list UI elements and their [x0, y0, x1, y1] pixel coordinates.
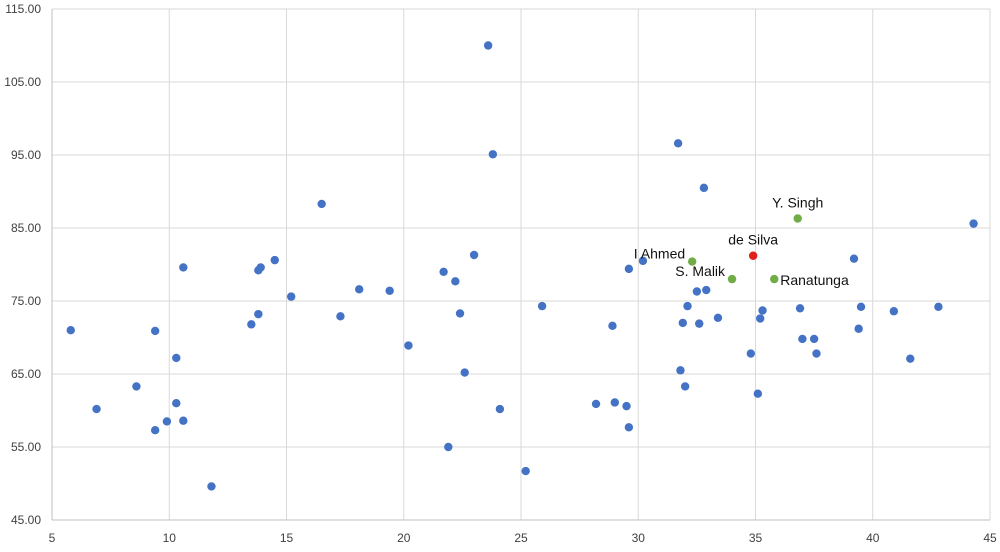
data-point [172, 399, 181, 408]
x-tick-label: 20 [397, 531, 411, 545]
y-tick-label: 75.00 [11, 294, 41, 308]
data-point [622, 401, 631, 411]
data-point [469, 250, 479, 260]
data-point [755, 314, 765, 323]
highlighted-point [793, 214, 802, 223]
x-tick-label: 30 [632, 531, 646, 545]
data-point [488, 150, 498, 159]
data-point [150, 426, 160, 435]
data-point [385, 286, 394, 295]
data-point [270, 255, 279, 265]
data-point [336, 312, 345, 321]
y-tick-label: 55.00 [11, 440, 41, 454]
data-point [638, 256, 648, 266]
data-point [676, 366, 685, 375]
data-point [591, 399, 601, 409]
y-tick-label: 115.00 [5, 2, 41, 16]
point-label: de Silva [728, 232, 778, 248]
data-point [969, 219, 978, 228]
data-point [624, 264, 634, 274]
data-point [673, 139, 683, 148]
x-tick-label: 15 [280, 531, 294, 545]
data-point [451, 277, 460, 286]
highlighted-point [770, 274, 779, 284]
data-point [678, 318, 688, 328]
data-point [132, 382, 141, 391]
x-tick-label: 25 [514, 531, 528, 545]
data-point [254, 309, 263, 319]
data-point [455, 309, 465, 318]
data-point [460, 368, 469, 377]
data-point [699, 183, 709, 193]
x-tick-label: 5 [49, 531, 56, 545]
data-point [150, 326, 160, 336]
data-point [404, 341, 413, 350]
tick-labels: 5 10 15 20 25 30 35 40 45 45.00 55.00 65.00 75.00 85.… [4, 2, 997, 545]
data-point [207, 482, 216, 491]
data-point [610, 398, 619, 407]
data-point [713, 313, 723, 322]
data-point [889, 307, 899, 316]
data-point [495, 404, 505, 414]
highlighted-point [748, 251, 758, 260]
gridlines [51, 8, 991, 521]
data-point [521, 466, 530, 476]
data-point [66, 326, 75, 335]
data-point [179, 263, 188, 272]
data-point [317, 199, 326, 209]
y-tick-label: 45.00 [11, 513, 41, 527]
y-tick-label: 65.00 [11, 367, 41, 381]
data-point [795, 304, 805, 313]
data-point [354, 285, 364, 294]
data-point [692, 287, 702, 296]
data-point [256, 263, 265, 272]
data-point [680, 382, 690, 391]
y-tick-label: 105.00 [4, 75, 41, 89]
x-tick-label: 10 [163, 531, 177, 545]
point-label: I Ahmed [634, 246, 685, 262]
highlighted-point [687, 257, 697, 266]
data-point [537, 301, 547, 311]
data-point [854, 324, 863, 333]
point-label: Y. Singh [772, 195, 823, 211]
y-tick-label: 85.00 [11, 221, 41, 235]
data-point [179, 416, 188, 425]
data-point [608, 321, 617, 331]
y-tick-label: 95.00 [11, 148, 41, 162]
data-points [66, 41, 978, 491]
data-point [812, 349, 821, 358]
data-point [624, 423, 634, 432]
x-tick-label: 45 [983, 531, 997, 545]
data-point [683, 301, 692, 311]
data-point [746, 349, 756, 358]
point-label: S. Malik [675, 263, 726, 279]
data-point [286, 292, 296, 301]
data-point [172, 353, 181, 363]
data-point [934, 302, 943, 312]
data-point [758, 306, 767, 315]
data-point [162, 417, 172, 426]
data-point [906, 354, 915, 363]
data-point [439, 267, 448, 276]
axes [51, 9, 990, 521]
data-point [92, 404, 101, 414]
data-point [856, 302, 866, 312]
data-point [483, 41, 493, 50]
x-tick-label: 35 [749, 531, 763, 545]
data-point [798, 334, 807, 344]
x-tick-label: 40 [866, 531, 880, 545]
data-point [753, 389, 763, 398]
data-point [247, 320, 256, 329]
data-point [849, 254, 859, 263]
point-label: Ranatunga [780, 272, 849, 288]
data-point [809, 334, 819, 344]
highlighted-point [727, 274, 737, 284]
data-point [695, 319, 704, 328]
data-point [444, 442, 453, 452]
data-point [702, 285, 711, 295]
